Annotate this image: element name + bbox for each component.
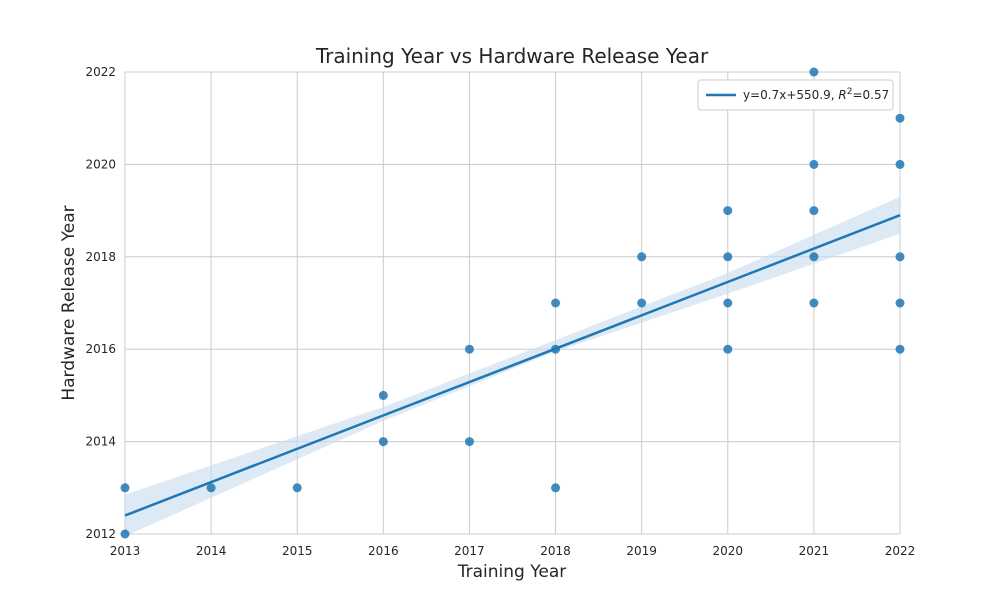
data-point-2019-2018 xyxy=(637,252,647,262)
x-tick-label-2013: 2013 xyxy=(110,544,141,558)
x-tick-label-2015: 2015 xyxy=(282,544,313,558)
data-point-2013-2013 xyxy=(120,483,130,493)
y-tick-label-2012: 2012 xyxy=(85,527,116,541)
data-point-2017-2014 xyxy=(464,437,474,447)
y-axis-title: Hardware Release Year xyxy=(59,205,79,400)
data-point-2021-2022 xyxy=(809,67,819,77)
regression-line-layer xyxy=(124,214,901,517)
y-tick-label-2016: 2016 xyxy=(85,342,116,356)
data-point-2021-2019 xyxy=(809,206,819,216)
data-point-2021-2020 xyxy=(809,159,819,169)
legend: y=0.7x+550.9, R2=0.57 xyxy=(697,79,894,111)
data-point-2022-2018 xyxy=(895,252,905,262)
legend-r-exponent: 2 xyxy=(847,87,853,97)
data-point-2019-2017 xyxy=(637,298,647,308)
data-point-2016-2014 xyxy=(378,437,388,447)
x-tick-label-2021: 2021 xyxy=(799,544,830,558)
legend-box xyxy=(697,79,894,111)
data-point-2022-2017 xyxy=(895,298,905,308)
x-axis-title: Training Year xyxy=(457,562,566,582)
x-tick-labels: 2013 2014 2015 2016 2017 2018 2019 2020 2021 2022 xyxy=(110,544,916,558)
chart-title: Training Year vs Hardware Release Year xyxy=(315,44,709,68)
data-point-2013-2012 xyxy=(120,529,130,539)
data-point-2018-2017 xyxy=(551,298,561,308)
data-point-2020-2017 xyxy=(723,298,733,308)
data-point-2017-2016 xyxy=(464,344,474,354)
y-tick-label-2014: 2014 xyxy=(85,435,116,449)
x-tick-label-2019: 2019 xyxy=(626,544,657,558)
data-point-2020-2018 xyxy=(723,252,733,262)
regression-line xyxy=(124,214,901,517)
data-point-2020-2019 xyxy=(723,206,733,216)
legend-equation: y=0.7x+550.9, xyxy=(743,88,838,102)
y-tick-label-2022: 2022 xyxy=(85,65,116,79)
legend-label: y=0.7x+550.9, R2=0.57 xyxy=(743,87,889,102)
data-point-2022-2016 xyxy=(895,344,905,354)
y-tick-labels: 2012 2014 2016 2018 2020 2022 xyxy=(85,65,116,541)
legend-r-value: =0.57 xyxy=(852,88,889,102)
x-tick-label-2020: 2020 xyxy=(713,544,744,558)
data-point-2021-2017 xyxy=(809,298,819,308)
x-tick-label-2022: 2022 xyxy=(885,544,916,558)
data-point-2022-2020 xyxy=(895,159,905,169)
x-tick-label-2014: 2014 xyxy=(196,544,227,558)
y-tick-label-2020: 2020 xyxy=(85,157,116,171)
scatter-points-layer xyxy=(120,67,905,539)
legend-r-symbol: R xyxy=(838,88,846,102)
y-tick-label-2018: 2018 xyxy=(85,250,116,264)
x-tick-label-2017: 2017 xyxy=(454,544,485,558)
data-point-2021-2018 xyxy=(809,252,819,262)
data-point-2020-2016 xyxy=(723,344,733,354)
data-point-2022-2021 xyxy=(895,113,905,123)
x-tick-label-2018: 2018 xyxy=(540,544,571,558)
x-tick-label-2016: 2016 xyxy=(368,544,399,558)
data-point-2016-2015 xyxy=(378,390,388,400)
data-point-2014-2013 xyxy=(206,483,216,493)
data-point-2015-2013 xyxy=(292,483,302,493)
data-point-2018-2013 xyxy=(551,483,561,493)
